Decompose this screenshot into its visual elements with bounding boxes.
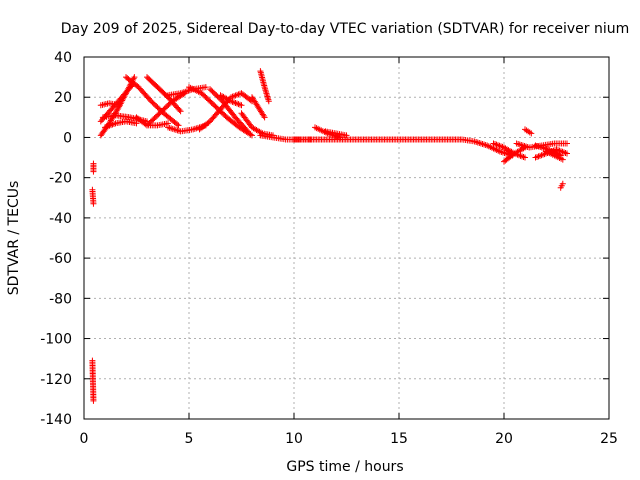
data-point: [564, 140, 570, 147]
x-tick-label: 5: [185, 431, 194, 447]
y-tick-label: 40: [54, 50, 72, 66]
x-tick-label: 0: [80, 431, 89, 447]
x-tick-labels: 0 5 10 15 20 25: [80, 431, 618, 447]
data-point: [559, 180, 566, 187]
data-point: [177, 108, 184, 115]
grid-lines: [84, 57, 609, 419]
data-point: [133, 120, 140, 127]
data-point: [131, 74, 138, 81]
x-axis-title: GPS time / hours: [286, 459, 403, 475]
data-point-interp: [243, 127, 250, 134]
y-axis-title: SDTVAR / TECUs: [6, 181, 22, 296]
plot-frame: [83, 56, 610, 420]
axis-ticks: [83, 56, 610, 420]
data-point: [559, 156, 566, 163]
data-point-interp: [176, 107, 183, 114]
data-points: [89, 68, 570, 404]
y-tick-label: -100: [40, 332, 72, 348]
data-point-interp: [247, 131, 254, 138]
data-point: [337, 134, 344, 141]
data-point: [238, 102, 245, 109]
x-tick-label: 10: [285, 431, 303, 447]
x-tick-label: 20: [495, 431, 513, 447]
x-tick-label: 25: [600, 431, 618, 447]
y-tick-label: -20: [49, 171, 72, 187]
data-point: [249, 132, 255, 139]
data-point: [90, 397, 97, 404]
y-tick-label: -140: [40, 412, 72, 428]
data-point-interp: [128, 83, 135, 90]
y-tick-label: -120: [40, 372, 72, 388]
data-point: [343, 132, 350, 139]
data-point: [116, 102, 123, 109]
data-point-interp: [260, 112, 267, 119]
data-point: [564, 150, 570, 157]
data-point: [90, 200, 97, 207]
y-tick-label: -60: [49, 251, 72, 267]
data-point: [244, 128, 251, 135]
y-tick-labels: -140 -120 -100 -80 -60 -40 -20 0 20 40: [40, 50, 72, 428]
data-point: [175, 122, 182, 129]
data-point: [528, 130, 535, 137]
y-tick-label: -80: [49, 291, 72, 307]
data-point: [522, 154, 528, 161]
data-point: [202, 84, 209, 91]
data-point: [265, 98, 272, 105]
y-tick-label: 0: [63, 130, 72, 146]
chart-title: Day 209 of 2025, Sidereal Day-to-day VTE…: [61, 21, 630, 37]
x-tick-label: 15: [390, 431, 408, 447]
data-point-interp: [174, 121, 181, 128]
data-point: [90, 168, 97, 175]
y-tick-label: -40: [49, 211, 72, 227]
data-point: [261, 114, 268, 121]
y-tick-label: 20: [54, 90, 72, 106]
